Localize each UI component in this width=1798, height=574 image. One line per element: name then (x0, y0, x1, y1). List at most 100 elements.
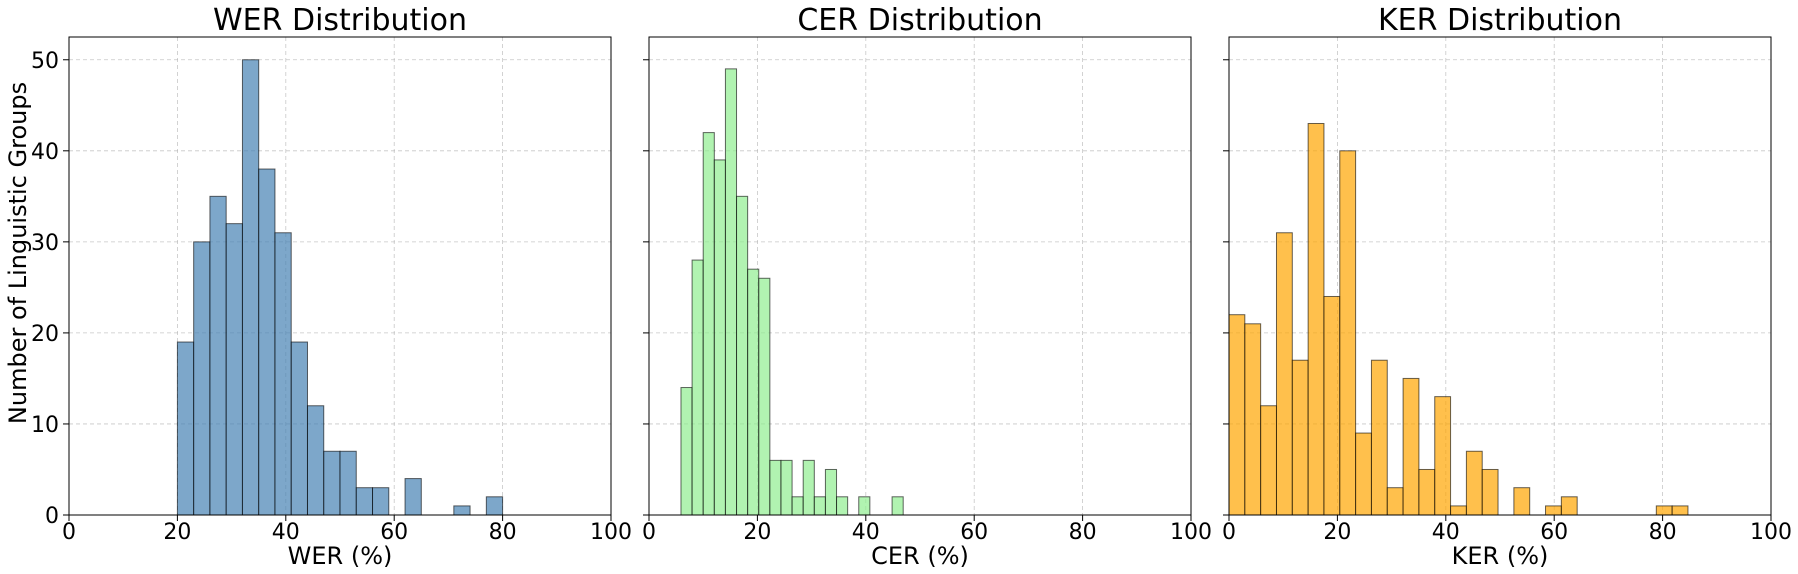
wer-y-tick-label: 50 (31, 49, 59, 74)
ker-histogram-bar (1228, 314, 1246, 516)
cer-x-tick-label: 0 (642, 520, 656, 545)
panel-ker-frame (1228, 36, 1772, 516)
panel-cer-title: CER Distribution (797, 3, 1042, 38)
cer-histogram-bar (891, 496, 904, 516)
wer-histogram-bar (485, 496, 504, 516)
panel-cer-x-axis-label: CER (%) (871, 542, 969, 570)
wer-histogram-bar (404, 478, 422, 516)
wer-x-tick-label: 80 (489, 520, 517, 545)
panel-cer: 0 20 40 60 80 100 CER Distribution CER (%) (642, 3, 1212, 570)
wer-histogram-bar (339, 450, 357, 516)
cer-histogram-bar (680, 387, 693, 516)
cer-histogram-bar (858, 496, 871, 516)
panel-wer: 0 20 40 60 80 100 0 10 20 30 40 50 WER Distribution… (31, 3, 632, 570)
wer-histogram-bar (290, 341, 308, 516)
cer-x-tick-label: 40 (852, 520, 880, 545)
panel-wer-ticks: 0 20 40 60 80 100 0 10 20 30 40 50 (31, 49, 632, 545)
cer-histogram-bar (836, 496, 849, 516)
wer-y-tick-label: 30 (31, 231, 59, 256)
ker-histogram-bar (1307, 122, 1325, 516)
cer-histogram-bar (791, 496, 804, 516)
cer-histogram-bar (702, 132, 715, 516)
cer-histogram-bar (691, 259, 704, 516)
ker-histogram-bar (1323, 295, 1341, 516)
cer-histogram-bar (713, 159, 726, 516)
ker-histogram-bar (1291, 359, 1309, 516)
wer-y-tick-label: 20 (31, 322, 59, 347)
y-axis-label: Number of Linguistic Groups (4, 82, 32, 424)
ker-histogram-bar (1355, 432, 1372, 516)
ker-x-tick-label: 40 (1432, 520, 1460, 545)
cer-histogram-bar (724, 68, 738, 516)
ker-histogram-bar (1671, 505, 1689, 516)
ker-histogram-bar (1418, 468, 1436, 516)
ker-histogram-bar (1513, 487, 1531, 516)
wer-y-tick-label: 10 (31, 413, 59, 438)
ker-histogram-bar (1434, 396, 1452, 516)
ker-histogram-bar (1560, 496, 1578, 516)
cer-x-tick-label: 60 (960, 520, 988, 545)
panel-ker-ticks: 0 20 40 60 80 100 (1222, 59, 1792, 545)
wer-x-tick-label: 20 (163, 520, 191, 545)
ker-x-tick-label: 60 (1540, 520, 1568, 545)
panel-cer-frame (648, 36, 1192, 516)
wer-y-tick-label: 40 (31, 140, 59, 165)
wer-y-tick-label: 0 (45, 504, 59, 529)
cer-x-tick-label: 20 (743, 520, 771, 545)
wer-histogram-bar (258, 168, 276, 516)
panel-wer-grid (68, 37, 612, 516)
cer-x-tick-label: 80 (1069, 520, 1097, 545)
wer-histogram-bar (241, 59, 260, 516)
panel-wer-title: WER Distribution (213, 3, 467, 38)
ker-x-tick-label: 100 (1750, 520, 1792, 545)
ker-histogram-bar (1655, 505, 1673, 516)
panel-wer-x-axis-label: WER (%) (288, 542, 393, 570)
wer-x-tick-label: 60 (380, 520, 408, 545)
ker-histogram-bar (1260, 405, 1277, 516)
ker-x-tick-label: 20 (1323, 520, 1351, 545)
ker-histogram-bar (1370, 359, 1388, 516)
panel-ker-x-axis-label: KER (%) (1452, 542, 1549, 570)
ker-histogram-bar (1545, 505, 1562, 516)
ker-histogram-bar (1244, 323, 1262, 516)
wer-histogram-bar (306, 405, 325, 516)
wer-histogram-bar (225, 223, 243, 516)
wer-x-tick-label: 40 (272, 520, 300, 545)
panel-cer-bars (680, 68, 904, 516)
wer-histogram-bar (372, 487, 390, 516)
wer-histogram-bar (274, 232, 292, 516)
panel-ker: 0 20 40 60 80 100 KER Distribution KER (%) (1222, 3, 1792, 570)
wer-histogram-bar (453, 505, 471, 516)
panel-wer-bars (176, 59, 504, 516)
wer-histogram-bar (193, 241, 211, 516)
cer-histogram-bar (813, 496, 826, 516)
wer-histogram-bar (209, 195, 227, 516)
wer-histogram-bar (323, 450, 341, 516)
ker-histogram-bar (1339, 150, 1357, 516)
ker-histogram-bar (1465, 450, 1483, 516)
cer-histogram-bar (747, 268, 760, 516)
ker-x-tick-label: 0 (1222, 520, 1236, 545)
ker-histogram-bar (1275, 232, 1293, 516)
wer-x-tick-label: 0 (62, 520, 76, 545)
cer-histogram-bar (736, 195, 749, 516)
ker-histogram-bar (1386, 487, 1404, 516)
ker-histogram-bar (1402, 377, 1420, 516)
cer-histogram-bar (780, 459, 793, 516)
cer-x-tick-label: 100 (1170, 520, 1212, 545)
panel-cer-ticks: 0 20 40 60 80 100 (642, 59, 1212, 545)
panel-wer-frame (68, 36, 612, 516)
ker-histogram-bar (1450, 505, 1467, 516)
cer-histogram-bar (824, 468, 838, 516)
panel-ker-bars (1228, 122, 1689, 516)
ker-x-tick-label: 80 (1649, 520, 1677, 545)
cer-histogram-bar (758, 277, 771, 516)
wer-x-tick-label: 100 (590, 520, 632, 545)
cer-histogram-bar (769, 459, 782, 516)
cer-histogram-bar (802, 459, 815, 516)
panel-ker-title: KER Distribution (1378, 3, 1622, 38)
wer-histogram-bar (355, 487, 374, 516)
ker-histogram-bar (1481, 468, 1499, 516)
wer-histogram-bar (176, 341, 195, 516)
